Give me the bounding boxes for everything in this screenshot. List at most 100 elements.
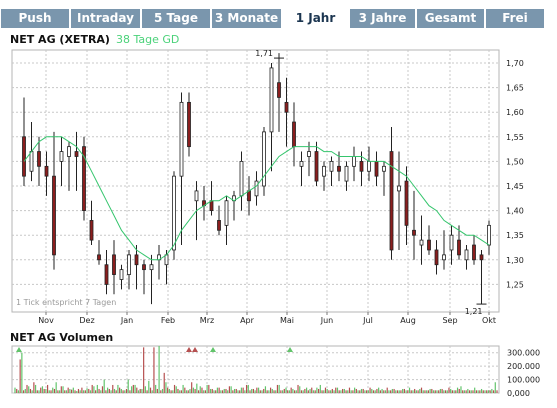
x-tick-label: Jan: [120, 316, 133, 325]
candle-body: [419, 239, 424, 246]
y-tick-label: 1,40: [506, 207, 524, 216]
candle-body: [487, 224, 491, 246]
y-tick-label: 1,65: [506, 84, 524, 93]
candle-body: [239, 160, 244, 197]
x-tick-label: Feb: [161, 316, 175, 325]
candle-body: [119, 269, 124, 280]
tab-3-monate[interactable]: 3 Monate: [212, 9, 281, 28]
volume-overflow-marker: [287, 347, 293, 352]
candle-body: [224, 200, 229, 226]
candle-body: [299, 160, 304, 167]
x-tick-label: Mrz: [200, 316, 214, 325]
candle-body: [457, 239, 461, 256]
volume-overflow-marker: [192, 347, 198, 352]
candle-body: [307, 151, 311, 157]
candle-body: [44, 165, 49, 177]
candle-body: [352, 156, 356, 167]
low-annotation: 1,21: [465, 307, 483, 316]
tab-intraday[interactable]: Intraday: [71, 9, 140, 28]
candle-body: [412, 229, 416, 236]
candle-body: [67, 146, 71, 157]
candle-body: [449, 234, 454, 251]
y-tick-label: 1,25: [506, 280, 524, 289]
candle-body: [59, 151, 64, 162]
candle-body: [269, 67, 274, 133]
high-annotation: 1,71: [255, 49, 273, 58]
candle-body: [479, 254, 484, 261]
y-tick-label: 1,45: [506, 182, 524, 191]
moving-average-label: 38 Tage GD: [115, 33, 180, 46]
candle-body: [89, 220, 94, 241]
candle-body: [217, 220, 221, 231]
candle-body: [284, 101, 289, 113]
candle-body: [464, 249, 469, 261]
candle-body: [374, 160, 379, 177]
y-tick-label: 1,55: [506, 133, 524, 142]
candle-body: [187, 101, 191, 148]
x-tick-label: Nov: [38, 316, 54, 325]
price-panel: 1,70 1,65 1,60 1,55 1,50 1,45 1,40 1,35 1,30 1,25…: [11, 49, 524, 325]
candle-body: [344, 165, 349, 182]
candle-body: [322, 165, 326, 177]
x-tick-label: Dez: [79, 316, 94, 325]
volume-title: NET AG Volumen: [10, 331, 114, 344]
candle-body: [104, 264, 109, 285]
candle-body: [29, 151, 34, 172]
candle-body: [389, 151, 394, 251]
y-tick-label: 1,50: [506, 157, 524, 166]
x-tick-label: Sep: [442, 316, 457, 325]
candle-body: [442, 254, 446, 261]
tab-1-jahr[interactable]: 1 Jahr: [283, 9, 348, 28]
candle-body: [209, 200, 214, 211]
candle-body: [434, 249, 439, 266]
tab-3-jahre[interactable]: 3 Jahre: [350, 9, 415, 28]
instrument-name: NET AG (XETRA): [10, 33, 110, 46]
x-tick-label: Jul: [362, 316, 373, 325]
volume-tick-label: 100.000: [507, 376, 540, 385]
volume-overflow-marker: [186, 347, 192, 352]
volume-panel-frame: [11, 345, 500, 394]
tab-push[interactable]: Push: [1, 9, 69, 28]
volume-tick-label: 200.000: [507, 362, 540, 371]
candle-body: [472, 244, 476, 261]
y-tick-label: 1,60: [506, 108, 524, 117]
candle-body: [382, 165, 386, 172]
chart-title: NET AG (XETRA) 38 Tage GD: [10, 33, 179, 46]
y-tick-label: 1,70: [506, 59, 524, 68]
x-tick-label: Mai: [280, 316, 294, 325]
candle-body: [314, 151, 319, 182]
candle-body: [172, 175, 176, 251]
candle-body: [337, 165, 341, 172]
candle-body: [82, 146, 86, 211]
candle-body: [74, 151, 79, 157]
candle-body: [112, 254, 116, 275]
tab-gesamt[interactable]: Gesamt: [417, 9, 484, 28]
candle-body: [367, 160, 371, 172]
x-tick-label: Okt: [482, 316, 496, 325]
candle-body: [404, 180, 409, 226]
candle-body: [142, 264, 146, 271]
moving-average-line: [23, 136, 490, 261]
candle-body: [277, 82, 281, 98]
tick-note: 1 Tick entspricht 7 Tagen: [16, 298, 116, 307]
volume-panel: 300.000 200.000 100.000 0,000: [11, 345, 540, 398]
candle-body: [292, 121, 296, 148]
tab-5-tage[interactable]: 5 Tage: [142, 9, 210, 28]
x-tick-label: Apr: [240, 316, 255, 325]
candle-body: [22, 136, 26, 177]
tab-frei[interactable]: Frei: [486, 9, 544, 28]
candle-body: [397, 185, 401, 192]
candle-body: [127, 254, 131, 275]
candle-body: [52, 175, 56, 256]
candle-body: [194, 190, 199, 202]
candle-body: [97, 254, 101, 261]
candle-body: [247, 190, 251, 202]
candle-body: [164, 254, 169, 266]
volume-tick-label: 300.000: [507, 349, 540, 358]
volume-tick-label: 0,000: [507, 389, 530, 398]
period-tabs: Push Intraday 5 Tage 3 Monate 1 Jahr 3 Jahre G…: [0, 0, 557, 30]
candle-body: [427, 239, 431, 251]
candle-body: [254, 180, 259, 197]
candle-body: [329, 160, 334, 172]
